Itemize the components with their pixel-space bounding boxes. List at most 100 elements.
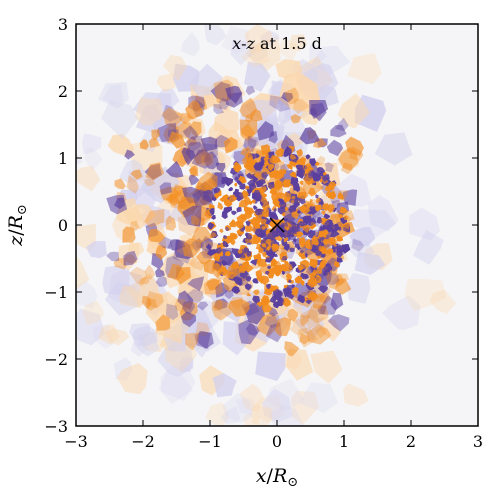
mid-cell xyxy=(169,239,186,251)
halo-cell xyxy=(367,195,399,232)
core-cell xyxy=(328,237,336,244)
core-cell xyxy=(266,286,271,290)
mid-cell xyxy=(332,273,350,286)
core-cell xyxy=(268,285,277,293)
mid-cell xyxy=(268,131,278,144)
core-cell xyxy=(261,243,267,248)
halo-cell xyxy=(104,328,130,346)
core-cell xyxy=(291,207,297,212)
core-cell xyxy=(300,272,306,280)
marker-stroke xyxy=(269,217,285,233)
y-tick-label: −2 xyxy=(44,350,68,369)
halo-cell xyxy=(76,165,101,192)
core-cell xyxy=(291,196,296,200)
mid-cell xyxy=(191,215,200,226)
core-cell xyxy=(305,154,311,160)
core-cell xyxy=(245,185,250,190)
halo-cell xyxy=(255,351,286,382)
core-cell xyxy=(248,201,253,205)
halo-cell xyxy=(285,349,314,381)
core-cell xyxy=(304,242,313,250)
core-cell xyxy=(336,257,343,263)
core-cell xyxy=(211,215,216,220)
x-tick-label: 1 xyxy=(339,432,349,451)
mid-cell xyxy=(139,277,150,285)
core-cell xyxy=(233,161,242,173)
core-cell xyxy=(207,249,217,256)
mid-cell xyxy=(225,85,243,104)
mid-cell xyxy=(213,104,225,115)
halo-cell xyxy=(269,405,305,426)
halo-cell xyxy=(243,412,260,426)
halo-cell xyxy=(413,230,444,265)
core-cell xyxy=(341,222,351,230)
core-cell xyxy=(212,262,221,272)
x-tick-label: −1 xyxy=(198,432,222,451)
mid-cell xyxy=(106,251,120,262)
halo-cell xyxy=(295,312,325,341)
core-cell xyxy=(286,163,293,170)
core-cell xyxy=(221,260,228,266)
mid-cell xyxy=(155,268,165,278)
core-cell xyxy=(243,262,254,273)
mid-cell xyxy=(325,272,345,290)
mid-cell xyxy=(176,240,195,257)
mid-cell xyxy=(165,160,184,178)
core-cell xyxy=(299,205,307,212)
mid-cell xyxy=(284,341,300,357)
core-cell xyxy=(246,250,252,257)
halo-cell xyxy=(98,324,120,345)
mid-cell xyxy=(155,314,171,331)
core-cell xyxy=(251,192,261,202)
core-cell xyxy=(253,289,260,296)
core-cell xyxy=(234,253,241,259)
core-cell xyxy=(231,210,237,216)
core-cell xyxy=(283,218,288,222)
mid-cell xyxy=(351,238,365,252)
mid-cell xyxy=(211,299,223,312)
y-tick-label: −3 xyxy=(44,417,68,436)
core-cell xyxy=(283,237,288,242)
core-cell xyxy=(337,192,344,200)
halo-cell xyxy=(299,382,338,413)
core-cell xyxy=(261,171,268,180)
halo-cell xyxy=(220,406,241,424)
core-cell xyxy=(296,148,303,157)
core-cell xyxy=(284,148,289,153)
core-cell xyxy=(300,280,305,286)
core-cell xyxy=(244,224,254,232)
core-cell xyxy=(208,203,215,210)
core-cell xyxy=(235,220,244,230)
mid-cell xyxy=(299,333,311,345)
mid-cell xyxy=(203,278,224,295)
y-tick-label: −1 xyxy=(44,283,68,302)
origin-marker xyxy=(269,217,285,233)
core-cell xyxy=(219,228,224,233)
halo-cell xyxy=(134,97,165,126)
core-cell xyxy=(260,158,266,163)
core-cell xyxy=(281,256,287,261)
halo-cell xyxy=(158,371,194,405)
mid-cell xyxy=(219,98,230,110)
core-cell xyxy=(270,258,278,267)
core-cell xyxy=(284,261,290,266)
halo-cell xyxy=(113,357,133,381)
core-cell xyxy=(273,208,277,212)
halo-cell xyxy=(262,388,293,423)
core-cell xyxy=(291,209,300,220)
core-cell xyxy=(274,170,285,180)
core-cell xyxy=(259,186,267,193)
core-cell xyxy=(255,172,260,177)
halo-cell xyxy=(190,300,225,335)
core-cell xyxy=(254,208,263,216)
mid-cell xyxy=(284,87,299,105)
mid-cell xyxy=(145,162,165,181)
halo-cell xyxy=(275,59,302,79)
mid-cell xyxy=(174,298,191,313)
y-tick-label: 2 xyxy=(58,82,68,101)
mid-cell xyxy=(122,226,136,243)
x-tick-label: −3 xyxy=(64,432,88,451)
mid-cell xyxy=(129,220,140,231)
core-cell xyxy=(341,244,351,254)
core-cell xyxy=(304,163,313,173)
